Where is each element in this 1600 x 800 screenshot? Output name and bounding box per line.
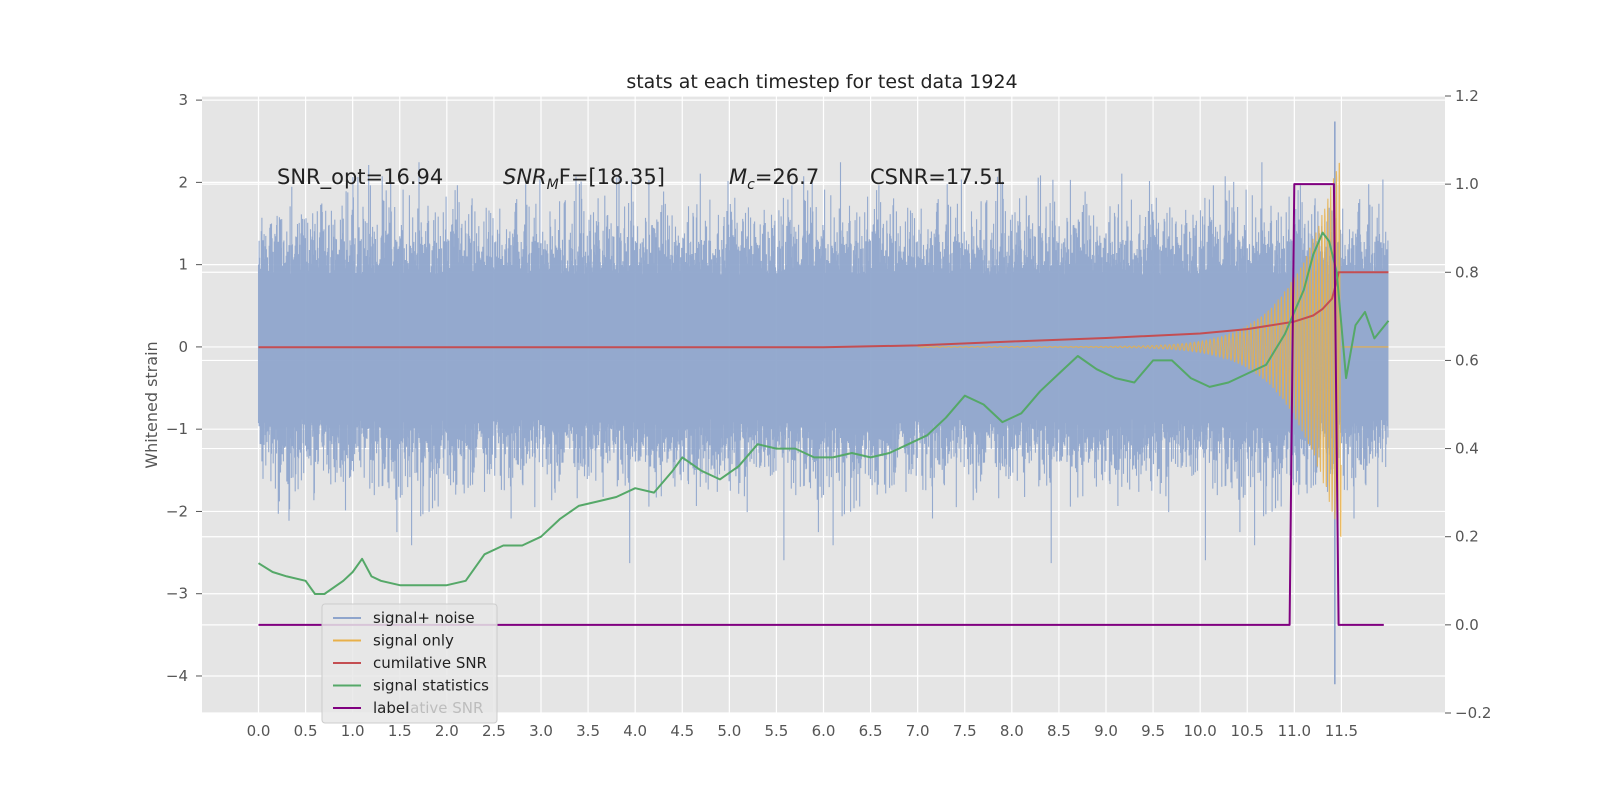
right-tick-label: 0.6	[1455, 351, 1479, 369]
ghost-text: lative SNR	[406, 699, 483, 717]
x-tick-label: 0.5	[294, 722, 318, 740]
x-tick-label: 7.5	[953, 722, 977, 740]
left-tick-label: 0	[178, 338, 188, 356]
legend-label: label	[373, 699, 409, 717]
x-tick-label: 6.0	[812, 722, 836, 740]
x-tick-label: 5.0	[717, 722, 741, 740]
legend-box	[321, 603, 498, 724]
x-tick-label: 1.5	[388, 722, 412, 740]
x-tick-label: 11.0	[1278, 722, 1311, 740]
left-tick-label: 2	[178, 173, 188, 191]
left-tick-label: −4	[166, 667, 188, 685]
annotation-snr-mf: SNRMF=[18.35]	[503, 165, 665, 193]
x-tick-label: 9.5	[1141, 722, 1165, 740]
series-label	[258, 183, 1384, 626]
x-tick-label: 10.0	[1183, 722, 1216, 740]
annotation-snr-opt: SNR_opt=16.94	[277, 165, 443, 190]
right-tick-label: 0.2	[1455, 528, 1479, 546]
x-tick-label: 11.5	[1325, 722, 1358, 740]
x-tick-label: 4.0	[623, 722, 647, 740]
x-tick-label: 1.0	[341, 722, 365, 740]
legend-label: signal only	[373, 632, 454, 650]
x-tick-label: 10.5	[1231, 722, 1264, 740]
left-tick-label: −2	[166, 502, 188, 520]
noise-trace	[257, 162, 1389, 564]
chart-title: stats at each timestep for test data 192…	[626, 71, 1017, 93]
x-axis-ticks: 0.0 0.5 1.0 1.5 2.0 2.5 3.0 3.5 4.0 4.5 5.0 5.5 6.0 6…	[247, 722, 1359, 740]
right-tick-label: 0.4	[1455, 440, 1479, 458]
legend-label: signal+ noise	[373, 609, 475, 627]
left-tick-label: −1	[166, 420, 188, 438]
signal-trace	[917, 162, 1342, 537]
x-tick-label: 5.5	[764, 722, 788, 740]
x-tick-label: 6.5	[859, 722, 883, 740]
left-tick-label: 1	[178, 256, 188, 274]
right-tick-label: 1.2	[1455, 87, 1479, 105]
x-tick-label: 2.5	[482, 722, 506, 740]
x-tick-label: 2.0	[435, 722, 459, 740]
x-tick-label: 8.5	[1047, 722, 1071, 740]
x-tick-label: 3.0	[529, 722, 553, 740]
right-tick-label: 0.0	[1455, 616, 1479, 634]
legend: lative SNR signal+ noise signal only cumil…	[321, 603, 498, 724]
series-signal-only	[917, 162, 1389, 537]
right-tick-label: 1.0	[1455, 175, 1479, 193]
left-tick-label: 3	[178, 91, 188, 109]
right-axis-ticks: 1.2 1.0 0.8 0.6 0.4 0.2 0.0 −0.2	[1445, 87, 1491, 722]
legend-label: signal statistics	[373, 677, 489, 695]
annotation-csnr: CSNR=17.51	[870, 165, 1006, 189]
x-tick-label: 0.0	[247, 722, 271, 740]
legend-label: cumilative SNR	[373, 654, 487, 672]
x-tick-label: 4.5	[670, 722, 694, 740]
annotation-mc: Mc=26.7	[729, 165, 819, 193]
x-tick-label: 7.0	[906, 722, 930, 740]
left-axis-ticks: 3 2 1 0 −1 −2 −3 −4	[166, 91, 202, 685]
right-tick-label: −0.2	[1455, 704, 1491, 722]
left-tick-label: −3	[166, 585, 188, 603]
right-tick-label: 0.8	[1455, 263, 1479, 281]
x-tick-label: 8.0	[1000, 722, 1024, 740]
series-layer	[257, 121, 1390, 685]
x-tick-label: 3.5	[576, 722, 600, 740]
x-tick-label: 9.0	[1094, 722, 1118, 740]
series-signal-statistics	[257, 231, 1390, 595]
left-axis-label: Whitened strain	[142, 341, 161, 468]
